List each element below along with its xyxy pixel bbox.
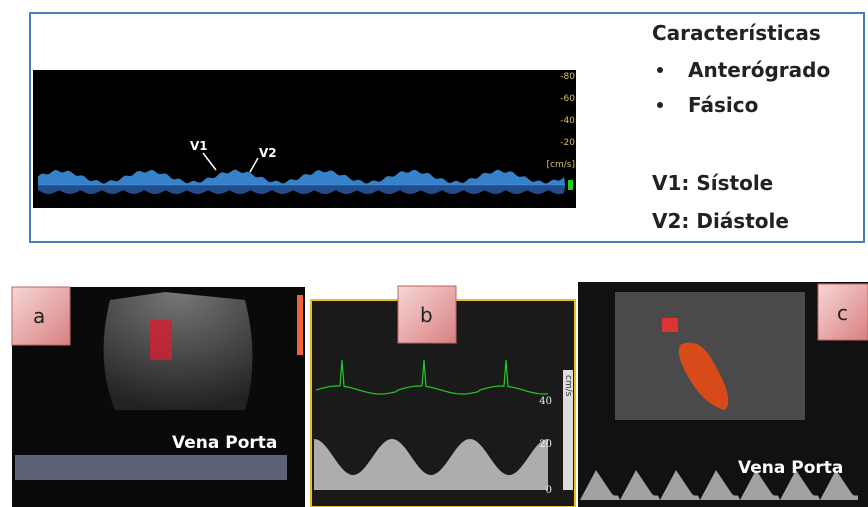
- bullet: [657, 67, 663, 73]
- marker-label: V2: [259, 146, 277, 160]
- color-flow: [662, 318, 678, 332]
- axis-label: 0: [546, 485, 552, 496]
- axis-label: [cm/s]: [547, 160, 575, 170]
- image-caption: Vena Porta: [738, 458, 843, 478]
- axis-label: 20: [539, 439, 552, 450]
- scale-marker: [568, 180, 573, 190]
- axis-label: -80: [560, 72, 575, 82]
- image-label: b: [420, 303, 433, 327]
- marker-label: V1: [190, 139, 208, 153]
- color-bar: [297, 295, 303, 355]
- heading: Características: [652, 21, 821, 45]
- axis-label: 40: [539, 396, 552, 407]
- slide: -80 -60 -40 -20 [cm/s] V1 V2 Características…: [0, 0, 868, 507]
- bullet-text: Fásico: [688, 93, 758, 117]
- axis-unit: cm/s: [563, 375, 573, 397]
- axis-label: -40: [560, 116, 575, 126]
- definition: V1: Sístole: [652, 171, 773, 195]
- image-caption: Vena Porta: [172, 433, 277, 453]
- spectrum-a: [15, 455, 287, 480]
- definition: V2: Diástole: [652, 209, 789, 233]
- image-label: c: [837, 301, 848, 325]
- page: {"top_panel":{"doppler":{"axis_labels":[…: [0, 0, 868, 507]
- image-label: a: [33, 304, 45, 328]
- color-flow: [150, 320, 172, 360]
- bullet: [657, 102, 663, 108]
- axis-label: -60: [560, 94, 575, 104]
- ultrasound-fan: [104, 292, 253, 410]
- bullet-text: Anterógrado: [688, 58, 830, 82]
- axis-label: -20: [560, 138, 575, 148]
